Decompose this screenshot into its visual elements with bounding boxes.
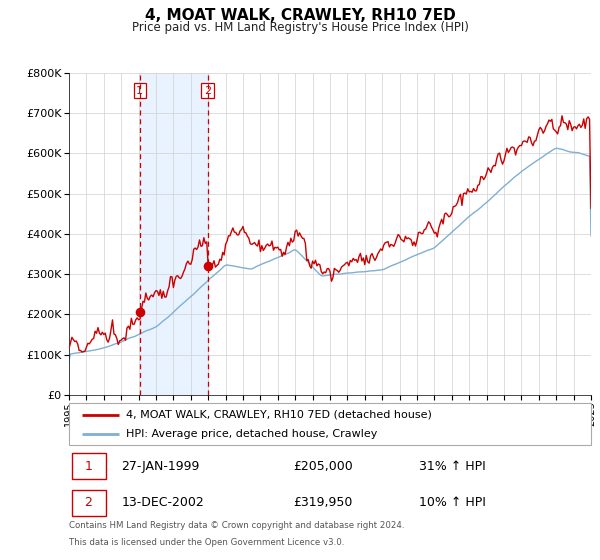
Text: 1: 1 bbox=[85, 460, 92, 473]
Text: 13-DEC-2002: 13-DEC-2002 bbox=[121, 496, 204, 509]
Point bbox=[203, 262, 212, 270]
Bar bbox=[71, 489, 106, 516]
Text: 27-JAN-1999: 27-JAN-1999 bbox=[121, 460, 200, 473]
Text: 2: 2 bbox=[85, 496, 92, 509]
Text: This data is licensed under the Open Government Licence v3.0.: This data is licensed under the Open Gov… bbox=[69, 538, 344, 547]
Text: £205,000: £205,000 bbox=[293, 460, 353, 473]
Text: £319,950: £319,950 bbox=[293, 496, 353, 509]
Text: 10% ↑ HPI: 10% ↑ HPI bbox=[419, 496, 485, 509]
Text: 31% ↑ HPI: 31% ↑ HPI bbox=[419, 460, 485, 473]
Text: HPI: Average price, detached house, Crawley: HPI: Average price, detached house, Craw… bbox=[127, 429, 378, 439]
Text: 1: 1 bbox=[136, 86, 143, 96]
Text: Contains HM Land Registry data © Crown copyright and database right 2024.: Contains HM Land Registry data © Crown c… bbox=[69, 521, 404, 530]
Text: 4, MOAT WALK, CRAWLEY, RH10 7ED (detached house): 4, MOAT WALK, CRAWLEY, RH10 7ED (detache… bbox=[127, 409, 432, 419]
Text: 4, MOAT WALK, CRAWLEY, RH10 7ED: 4, MOAT WALK, CRAWLEY, RH10 7ED bbox=[145, 8, 455, 24]
Point bbox=[135, 308, 145, 317]
Bar bbox=[71, 453, 106, 479]
Text: 2: 2 bbox=[204, 86, 211, 96]
Text: Price paid vs. HM Land Registry's House Price Index (HPI): Price paid vs. HM Land Registry's House … bbox=[131, 21, 469, 34]
